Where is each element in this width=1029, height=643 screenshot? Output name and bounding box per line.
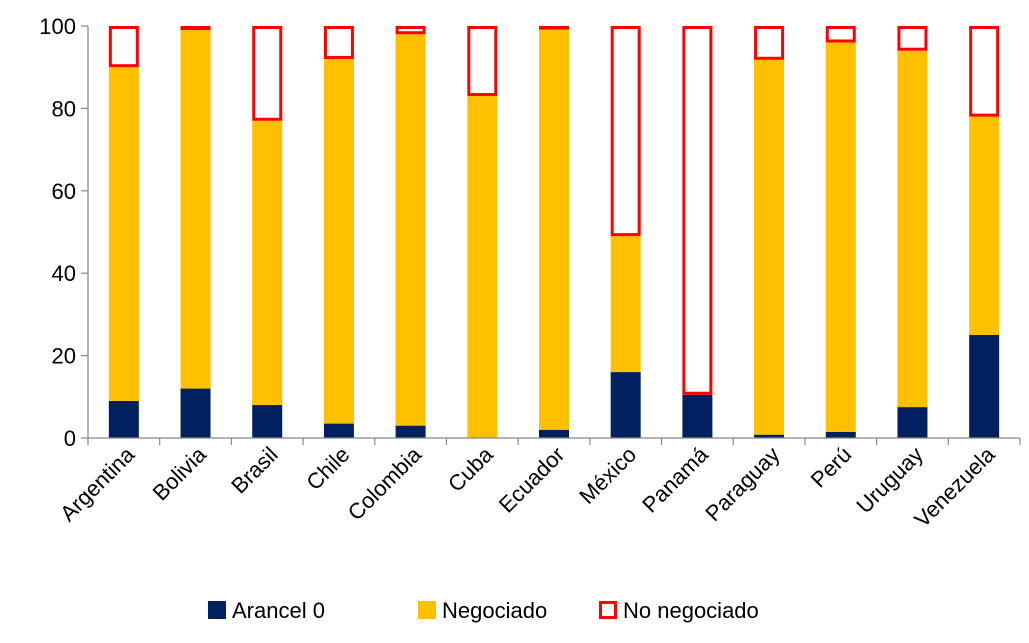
bar-venezuela-no-negociado [969, 26, 1000, 117]
legend-swatch-negociado [418, 601, 436, 619]
y-tick-label: 100 [39, 14, 76, 39]
bar-uruguay-no-negociado [897, 26, 928, 51]
y-tick-label: 40 [52, 261, 76, 286]
x-tick-label: Perú [806, 442, 857, 493]
bar-ecuador-no-negociado [539, 26, 569, 30]
x-tick-label: Chile [301, 442, 354, 495]
bar-colombia-no-negociado [395, 26, 426, 35]
x-tick-label: Bolivia [148, 441, 212, 505]
legend-swatch-no-negociado [599, 601, 617, 619]
bar-peru-negociado [825, 42, 856, 432]
bar-paraguay-arancel-0 [754, 434, 785, 438]
bar-brasil-arancel-0 [252, 405, 283, 438]
x-tick-label: Ecuador [494, 442, 570, 518]
legend: Arancel 0 Negociado No negociado [208, 598, 759, 623]
legend-label-arancel-0: Arancel 0 [232, 598, 325, 623]
bar-colombia-arancel-0 [395, 425, 426, 438]
bar-cuba-no-negociado [467, 26, 498, 97]
bar-venezuela-arancel-0 [969, 335, 1000, 438]
bar-chile-negociado [323, 58, 354, 424]
bar-uruguay-arancel-0 [897, 407, 928, 438]
bar-ecuador-negociado [539, 28, 569, 430]
bar-panama-no-negociado [682, 26, 713, 395]
bar-cuba-negociado [467, 96, 498, 438]
x-tick-label: Brasil [226, 442, 283, 499]
bar-colombia-negociado [395, 34, 426, 426]
x-tick-label: Argentina [55, 441, 140, 526]
x-tick-label: Colombia [343, 441, 427, 525]
bar-argentina-no-negociado [108, 26, 139, 68]
y-tick-label: 20 [52, 344, 76, 369]
x-tick-label: Paraguay [700, 442, 784, 526]
legend-swatch-arancel-0 [208, 601, 226, 619]
bar-peru-arancel-0 [825, 431, 856, 438]
bar-paraguay-negociado [754, 59, 785, 435]
bar-argentina-arancel-0 [108, 400, 139, 438]
bar-panama-arancel-0 [682, 394, 713, 438]
y-tick-label: 60 [52, 179, 76, 204]
bar-venezuela-negociado [969, 116, 1000, 335]
y-tick-label: 0 [64, 426, 76, 451]
bar-brasil-negociado [252, 120, 283, 406]
bar-mexico-no-negociado [610, 26, 641, 237]
legend-label-no-negociado: No negociado [623, 598, 759, 623]
y-axis: 0 20 40 60 80 100 [39, 14, 89, 451]
bar-brasil-no-negociado [252, 26, 283, 121]
y-tick-label: 80 [52, 96, 76, 121]
bar-bolivia-negociado [180, 30, 211, 389]
bar-peru-no-negociado [825, 26, 856, 43]
legend-label-negociado: Negociado [442, 598, 547, 623]
bar-chile-no-negociado [323, 26, 354, 59]
bar-mexico-negociado [610, 236, 641, 373]
bars [108, 26, 1000, 438]
bar-argentina-negociado [108, 67, 139, 401]
bar-bolivia-arancel-0 [180, 388, 211, 438]
x-tick-label: Cuba [443, 441, 498, 496]
bar-bolivia-no-negociado [180, 26, 211, 31]
bar-mexico-arancel-0 [610, 372, 641, 438]
x-tick-label: México [574, 442, 641, 509]
bar-uruguay-negociado [897, 50, 928, 408]
bar-ecuador-arancel-0 [539, 429, 569, 438]
bar-paraguay-no-negociado [754, 26, 785, 60]
bar-chile-arancel-0 [323, 423, 354, 438]
